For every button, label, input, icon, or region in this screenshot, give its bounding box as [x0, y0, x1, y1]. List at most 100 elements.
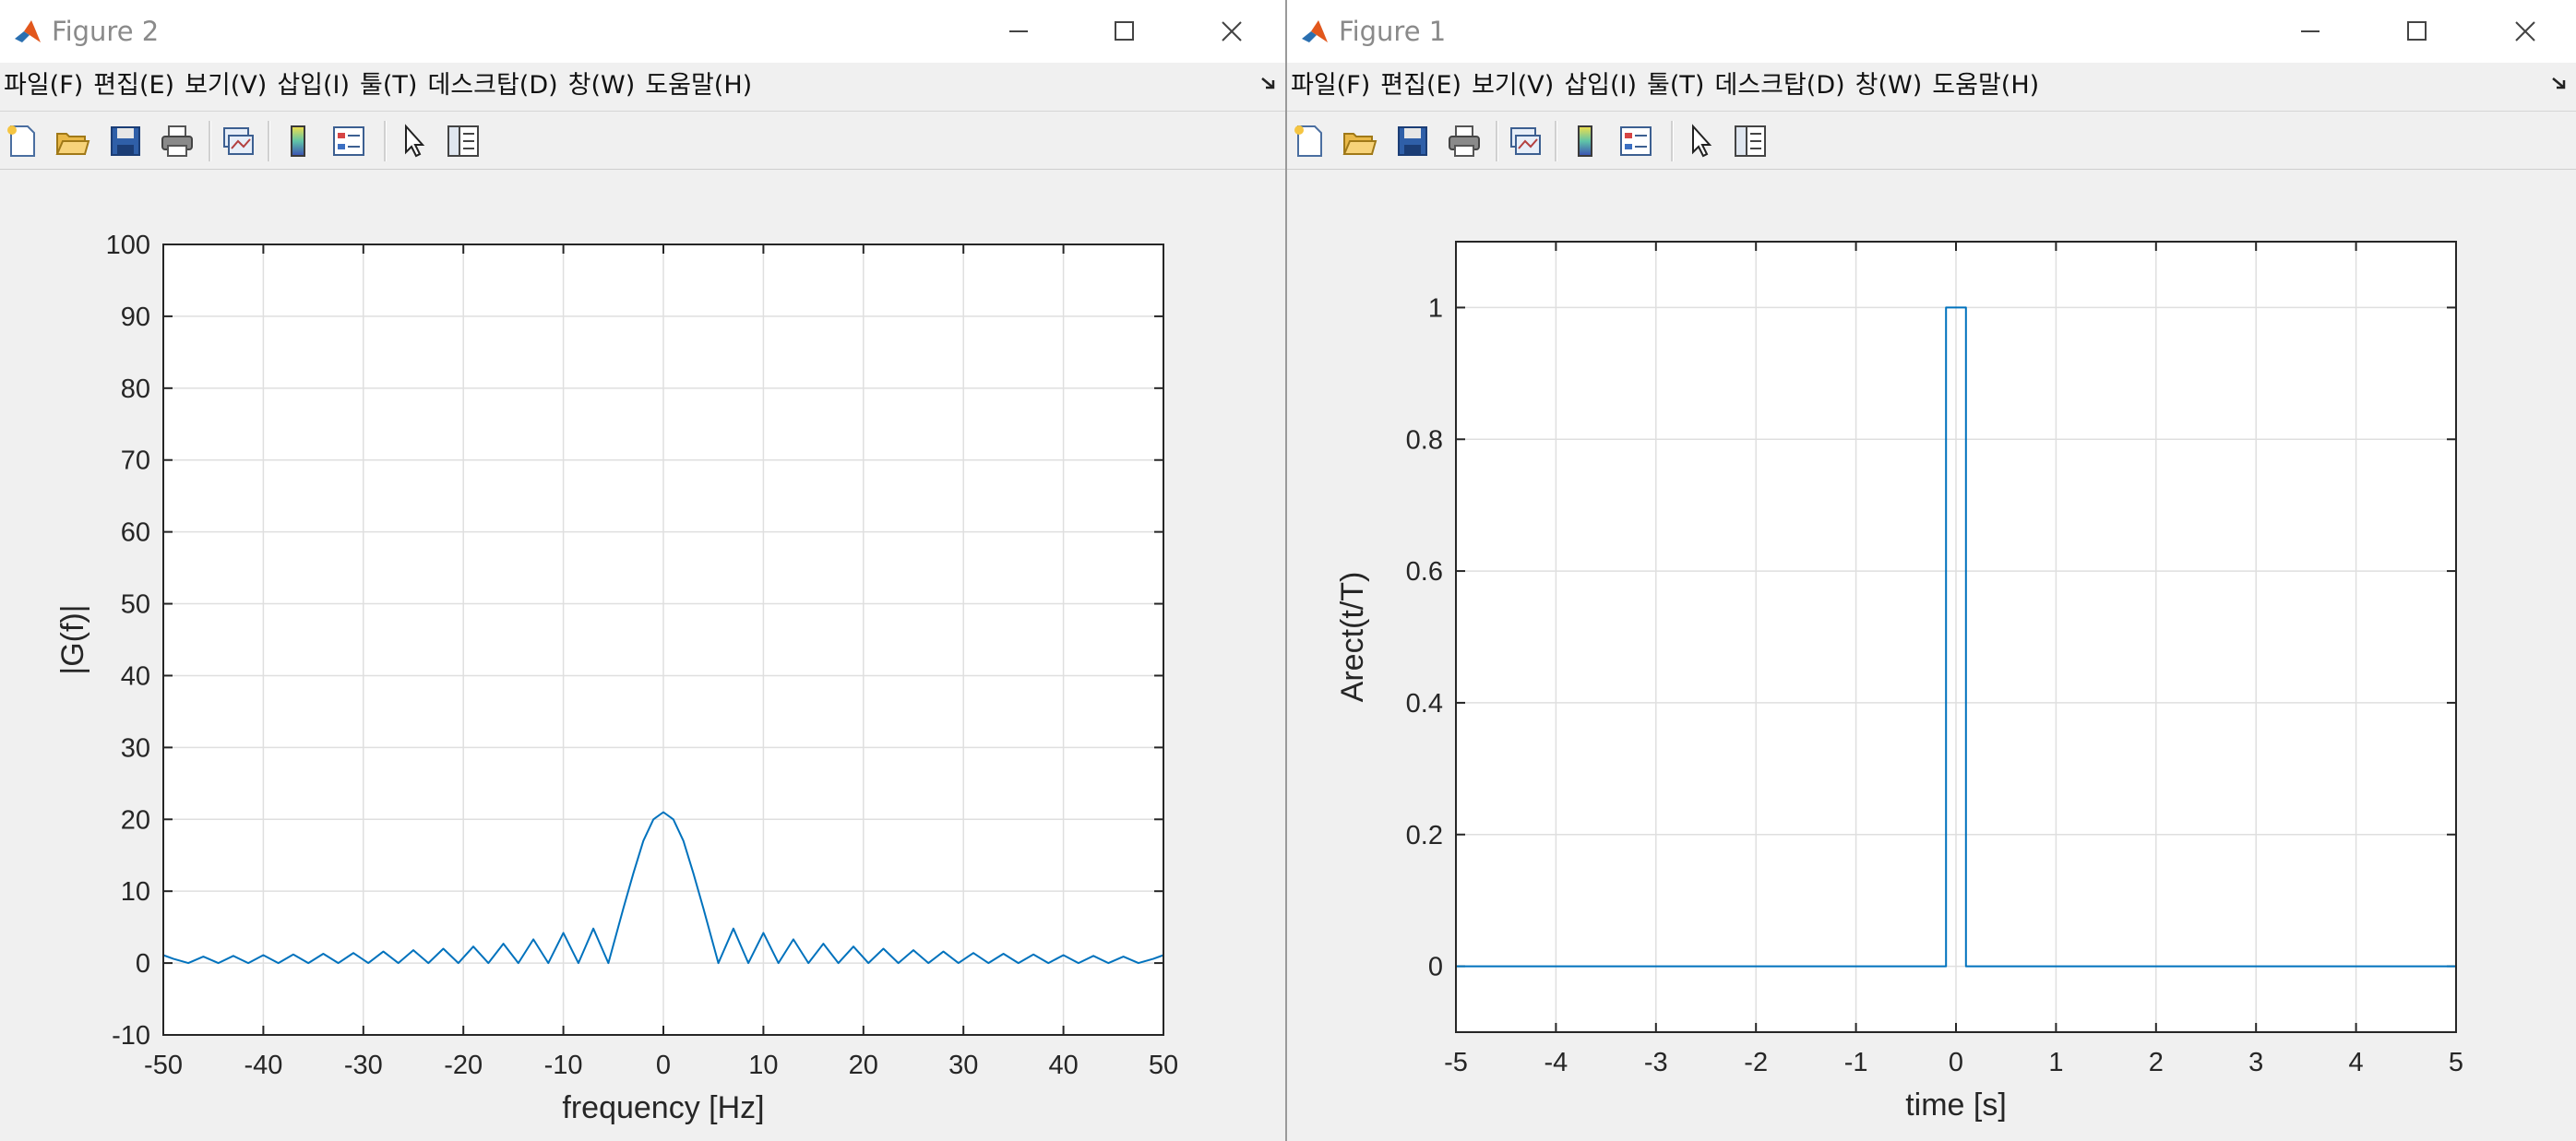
- menu-help[interactable]: 도움말(H): [645, 71, 753, 100]
- print-icon[interactable]: [1446, 123, 1483, 160]
- x-tick-label: -20: [444, 1051, 483, 1080]
- menu-tools[interactable]: 툴(T): [1647, 71, 1705, 100]
- y-tick-label: -10: [112, 1021, 150, 1051]
- x-tick-label: 50: [1149, 1051, 1178, 1080]
- menu-edit[interactable]: 편집(E): [93, 71, 175, 100]
- series-line-0[interactable]: [1456, 306, 2456, 968]
- x-tick-label: -3: [1644, 1048, 1668, 1077]
- minimize-button[interactable]: [2290, 11, 2331, 52]
- menu-edit[interactable]: 편집(E): [1380, 71, 1462, 100]
- menu-window[interactable]: 창(W): [1854, 71, 1923, 100]
- save-icon[interactable]: [107, 123, 144, 160]
- x-tick-label: 30: [948, 1051, 978, 1080]
- y-tick-label: 0: [136, 949, 150, 979]
- y-tick-label: 10: [121, 877, 150, 907]
- menu-help[interactable]: 도움말(H): [1932, 71, 2040, 100]
- y-tick-label: 0.6: [1406, 557, 1443, 587]
- toolbar-separator: [209, 121, 211, 161]
- title-bar[interactable]: Figure 2: [0, 0, 1285, 63]
- dock-arrow-icon[interactable]: [1259, 74, 1280, 94]
- y-tick-label: 40: [121, 661, 150, 691]
- x-tick-label: 20: [849, 1051, 878, 1080]
- x-tick-label: -1: [1844, 1048, 1868, 1077]
- new-figure-icon[interactable]: [1291, 123, 1328, 160]
- y-tick-label: 20: [121, 805, 150, 835]
- figure-window-2: Figure 2 파일(F) 편집(E) 보기(V) 삽입(I) 툴(T) 데스…: [0, 0, 1285, 1141]
- plot-area[interactable]: -5 -4 -3 -2 -1 0 1 2 3 4 5 0 0.2 0.4 0.6 0.8 1 time [s] Ar…: [1287, 171, 2576, 1141]
- x-tick-label: 1: [2048, 1048, 2063, 1077]
- close-button[interactable]: [2505, 11, 2546, 52]
- x-tick-label: 10: [748, 1051, 778, 1080]
- property-inspector-icon[interactable]: [1732, 123, 1769, 160]
- plot-area[interactable]: -50 -40 -30 -20 -10 0 10 20 30 40 50 -10 0 10 20 30 40 50…: [0, 171, 1285, 1141]
- y-tick-label: 80: [121, 374, 150, 404]
- matlab-logo-icon: [15, 20, 41, 42]
- x-tick-label: -5: [1444, 1048, 1468, 1077]
- menu-view[interactable]: 보기(V): [1472, 71, 1555, 100]
- open-file-icon[interactable]: [1341, 123, 1377, 160]
- toolbar: [0, 111, 1285, 170]
- y-tick-label: 0.4: [1406, 689, 1443, 719]
- menu-file[interactable]: 파일(F): [1291, 71, 1371, 100]
- toolbar-separator: [384, 121, 387, 161]
- x-tick-label: -10: [544, 1051, 583, 1080]
- maximize-button[interactable]: [2396, 11, 2437, 52]
- x-tick-label: 3: [2248, 1048, 2263, 1077]
- y-tick-label: 50: [121, 590, 150, 620]
- menu-file[interactable]: 파일(F): [4, 71, 84, 100]
- legend-icon[interactable]: [1617, 123, 1654, 160]
- legend-icon[interactable]: [330, 123, 367, 160]
- close-button[interactable]: [1211, 11, 1252, 52]
- toolbar-separator: [1671, 121, 1674, 161]
- y-tick-label: 0: [1428, 953, 1443, 982]
- y-axis-label: Arect(t/T): [1335, 572, 1370, 703]
- series-line-0[interactable]: [162, 811, 1164, 965]
- y-axis-label: |G(f)|: [55, 604, 90, 674]
- title-bar[interactable]: Figure 1: [1287, 0, 2576, 63]
- print-icon[interactable]: [159, 123, 196, 160]
- menu-insert[interactable]: 삽입(I): [1564, 71, 1638, 100]
- menu-insert[interactable]: 삽입(I): [277, 71, 351, 100]
- maximize-button[interactable]: [1103, 11, 1144, 52]
- colorbar-icon[interactable]: [1568, 123, 1604, 160]
- link-plot-icon[interactable]: [1507, 123, 1544, 160]
- x-axis-label: time [s]: [1905, 1088, 2007, 1123]
- y-tick-label: 1: [1428, 293, 1443, 323]
- window-title: Figure 2: [52, 16, 160, 47]
- toolbar-separator: [1496, 121, 1498, 161]
- x-tick-label: 0: [1949, 1048, 1963, 1077]
- y-tick-label: 60: [121, 518, 150, 548]
- matlab-logo-icon: [1302, 20, 1328, 42]
- dock-arrow-icon[interactable]: [2550, 74, 2570, 94]
- open-file-icon[interactable]: [54, 123, 90, 160]
- x-tick-label: -2: [1744, 1048, 1768, 1077]
- minimize-button[interactable]: [998, 11, 1039, 52]
- y-tick-label: 0.2: [1406, 821, 1443, 850]
- axes-box: [1455, 241, 2457, 1033]
- y-tick-label: 70: [121, 446, 150, 476]
- save-icon[interactable]: [1394, 123, 1431, 160]
- edit-plot-pointer-icon[interactable]: [1682, 123, 1719, 160]
- menu-desktop[interactable]: 데스크탑(D): [1714, 71, 1845, 100]
- toolbar: [1287, 111, 2576, 170]
- toolbar-separator: [268, 121, 270, 161]
- y-tick-label: 0.8: [1406, 425, 1443, 455]
- menu-view[interactable]: 보기(V): [185, 71, 268, 100]
- edit-plot-pointer-icon[interactable]: [395, 123, 432, 160]
- x-tick-label: -4: [1544, 1048, 1568, 1077]
- y-tick-label: 90: [121, 303, 150, 332]
- figure-window-1: Figure 1 파일(F) 편집(E) 보기(V) 삽입(I) 툴(T) 데스…: [1285, 0, 2576, 1141]
- y-tick-label: 30: [121, 733, 150, 763]
- new-figure-icon[interactable]: [4, 123, 41, 160]
- x-tick-label: 4: [2349, 1048, 2364, 1077]
- menu-tools[interactable]: 툴(T): [360, 71, 418, 100]
- x-tick-label: 0: [656, 1051, 671, 1080]
- colorbar-icon[interactable]: [280, 123, 317, 160]
- x-tick-label: 5: [2449, 1048, 2463, 1077]
- menu-window[interactable]: 창(W): [567, 71, 636, 100]
- property-inspector-icon[interactable]: [445, 123, 482, 160]
- link-plot-icon[interactable]: [220, 123, 256, 160]
- x-tick-label: -30: [344, 1051, 383, 1080]
- menu-desktop[interactable]: 데스크탑(D): [427, 71, 558, 100]
- menu-bar: 파일(F) 편집(E) 보기(V) 삽입(I) 툴(T) 데스크탑(D) 창(W…: [1287, 63, 2576, 109]
